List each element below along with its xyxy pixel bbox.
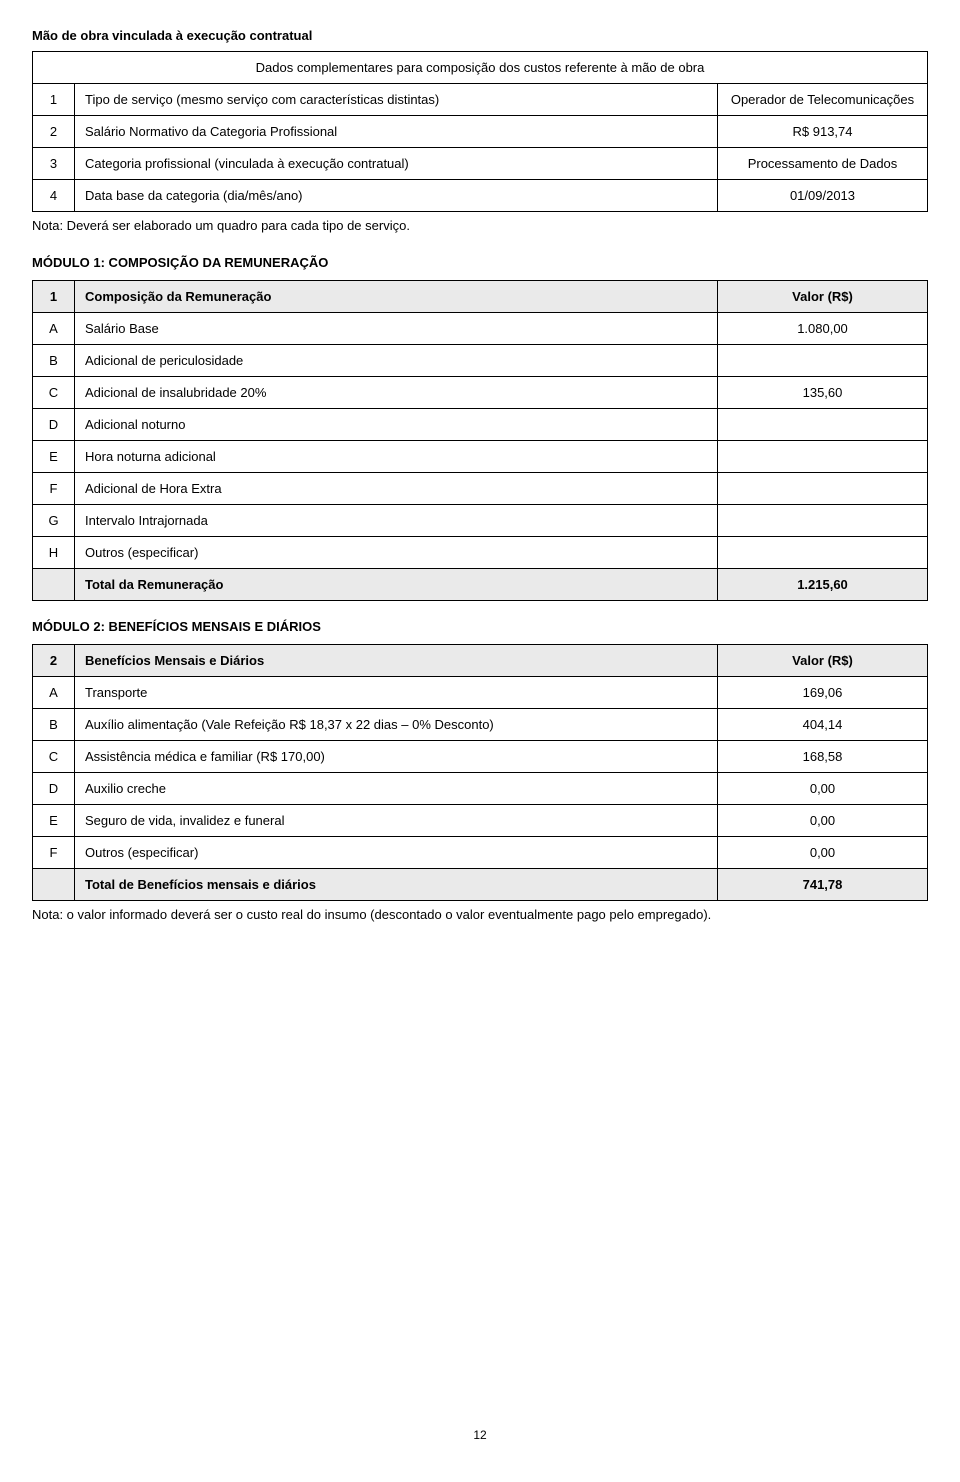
row-label: Adicional de insalubridade 20% xyxy=(75,377,718,409)
table-row: C Assistência médica e familiar (R$ 170,… xyxy=(33,741,928,773)
row-letter: C xyxy=(33,377,75,409)
row-label: Salário Normativo da Categoria Profissio… xyxy=(75,116,718,148)
row-label: Hora noturna adicional xyxy=(75,441,718,473)
total-blank xyxy=(33,569,75,601)
header-value: Valor (R$) xyxy=(718,645,928,677)
total-row: Total da Remuneração 1.215,60 xyxy=(33,569,928,601)
row-label: Salário Base xyxy=(75,313,718,345)
row-letter: F xyxy=(33,473,75,505)
table-row: E Seguro de vida, invalidez e funeral 0,… xyxy=(33,805,928,837)
row-value: 135,60 xyxy=(718,377,928,409)
row-value: Processamento de Dados xyxy=(718,148,928,180)
table-row: E Hora noturna adicional xyxy=(33,441,928,473)
table-row: G Intervalo Intrajornada xyxy=(33,505,928,537)
row-letter: B xyxy=(33,345,75,377)
total-value: 741,78 xyxy=(718,869,928,901)
header-value: Valor (R$) xyxy=(718,281,928,313)
row-label: Outros (especificar) xyxy=(75,537,718,569)
row-value: 1.080,00 xyxy=(718,313,928,345)
row-label: Adicional noturno xyxy=(75,409,718,441)
dados-note: Nota: Deverá ser elaborado um quadro par… xyxy=(32,218,928,233)
table-row: F Outros (especificar) 0,00 xyxy=(33,837,928,869)
row-label: Adicional de periculosidade xyxy=(75,345,718,377)
row-value: Operador de Telecomunicações xyxy=(718,84,928,116)
main-title: Mão de obra vinculada à execução contrat… xyxy=(32,28,928,43)
table-row: A Transporte 169,06 xyxy=(33,677,928,709)
table-row: D Adicional noturno xyxy=(33,409,928,441)
row-num: 3 xyxy=(33,148,75,180)
row-value xyxy=(718,409,928,441)
row-letter: A xyxy=(33,677,75,709)
table-row: F Adicional de Hora Extra xyxy=(33,473,928,505)
table-row: H Outros (especificar) xyxy=(33,537,928,569)
row-value: 169,06 xyxy=(718,677,928,709)
row-letter: D xyxy=(33,409,75,441)
row-label: Intervalo Intrajornada xyxy=(75,505,718,537)
row-label: Seguro de vida, invalidez e funeral xyxy=(75,805,718,837)
table-row: D Auxilio creche 0,00 xyxy=(33,773,928,805)
table-row: 4 Data base da categoria (dia/mês/ano) 0… xyxy=(33,180,928,212)
row-value xyxy=(718,537,928,569)
row-label: Auxilio creche xyxy=(75,773,718,805)
modulo2-title: MÓDULO 2: BENEFÍCIOS MENSAIS E DIÁRIOS xyxy=(32,619,928,634)
row-letter: E xyxy=(33,805,75,837)
table-row: B Adicional de periculosidade xyxy=(33,345,928,377)
modulo2-table: 2 Benefícios Mensais e Diários Valor (R$… xyxy=(32,644,928,901)
total-blank xyxy=(33,869,75,901)
row-letter: B xyxy=(33,709,75,741)
row-num: 2 xyxy=(33,116,75,148)
table-header-row: 2 Benefícios Mensais e Diários Valor (R$… xyxy=(33,645,928,677)
row-letter: D xyxy=(33,773,75,805)
table-row: C Adicional de insalubridade 20% 135,60 xyxy=(33,377,928,409)
header-label: Composição da Remuneração xyxy=(75,281,718,313)
row-letter: C xyxy=(33,741,75,773)
total-label: Total de Benefícios mensais e diários xyxy=(75,869,718,901)
table-row: 3 Categoria profissional (vinculada à ex… xyxy=(33,148,928,180)
table-row: A Salário Base 1.080,00 xyxy=(33,313,928,345)
row-value: 0,00 xyxy=(718,773,928,805)
row-value: 0,00 xyxy=(718,837,928,869)
row-value xyxy=(718,345,928,377)
row-num: 1 xyxy=(33,84,75,116)
header-num: 2 xyxy=(33,645,75,677)
row-value: R$ 913,74 xyxy=(718,116,928,148)
row-letter: E xyxy=(33,441,75,473)
table-row: 2 Salário Normativo da Categoria Profiss… xyxy=(33,116,928,148)
row-letter: A xyxy=(33,313,75,345)
row-label: Outros (especificar) xyxy=(75,837,718,869)
row-label: Tipo de serviço (mesmo serviço com carac… xyxy=(75,84,718,116)
row-value: 168,58 xyxy=(718,741,928,773)
dados-table: Dados complementares para composição dos… xyxy=(32,51,928,212)
row-label: Categoria profissional (vinculada à exec… xyxy=(75,148,718,180)
row-letter: F xyxy=(33,837,75,869)
row-label: Auxílio alimentação (Vale Refeição R$ 18… xyxy=(75,709,718,741)
total-row: Total de Benefícios mensais e diários 74… xyxy=(33,869,928,901)
dados-subtitle: Dados complementares para composição dos… xyxy=(33,52,928,84)
row-label: Adicional de Hora Extra xyxy=(75,473,718,505)
table-header-row: 1 Composição da Remuneração Valor (R$) xyxy=(33,281,928,313)
row-num: 4 xyxy=(33,180,75,212)
row-letter: H xyxy=(33,537,75,569)
table-row: B Auxílio alimentação (Vale Refeição R$ … xyxy=(33,709,928,741)
modulo1-table: 1 Composição da Remuneração Valor (R$) A… xyxy=(32,280,928,601)
row-value: 01/09/2013 xyxy=(718,180,928,212)
page-number: 12 xyxy=(473,1428,486,1442)
table-row: 1 Tipo de serviço (mesmo serviço com car… xyxy=(33,84,928,116)
row-value xyxy=(718,473,928,505)
row-value: 404,14 xyxy=(718,709,928,741)
header-num: 1 xyxy=(33,281,75,313)
total-value: 1.215,60 xyxy=(718,569,928,601)
row-letter: G xyxy=(33,505,75,537)
modulo2-note: Nota: o valor informado deverá ser o cus… xyxy=(32,907,928,922)
row-value: 0,00 xyxy=(718,805,928,837)
row-label: Transporte xyxy=(75,677,718,709)
modulo1-title: MÓDULO 1: COMPOSIÇÃO DA REMUNERAÇÃO xyxy=(32,255,928,270)
row-label: Data base da categoria (dia/mês/ano) xyxy=(75,180,718,212)
row-value xyxy=(718,505,928,537)
row-value xyxy=(718,441,928,473)
row-label: Assistência médica e familiar (R$ 170,00… xyxy=(75,741,718,773)
header-label: Benefícios Mensais e Diários xyxy=(75,645,718,677)
total-label: Total da Remuneração xyxy=(75,569,718,601)
